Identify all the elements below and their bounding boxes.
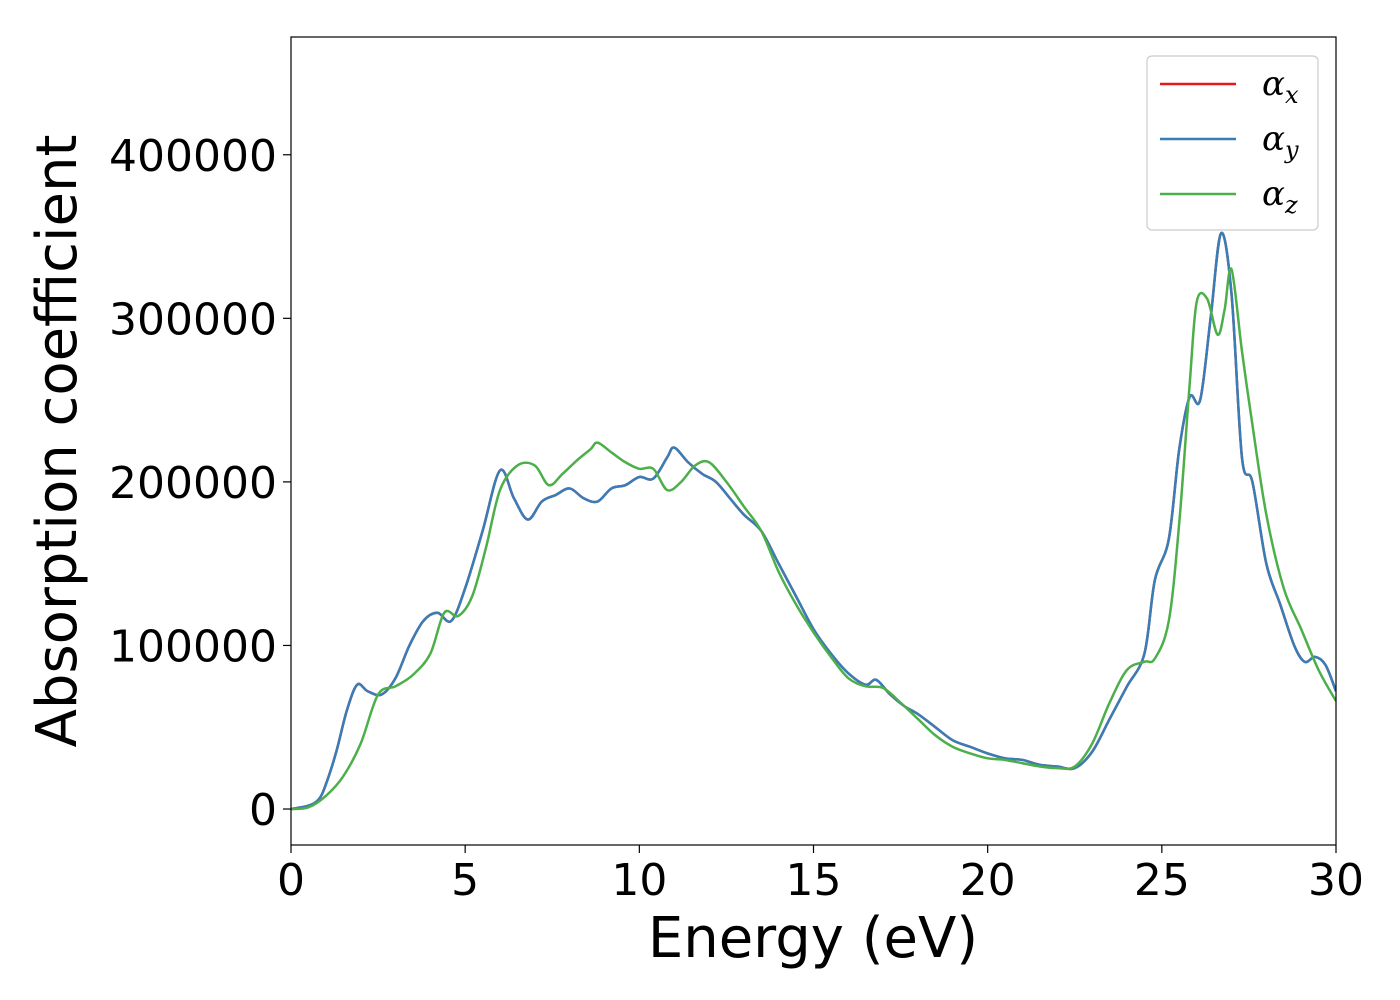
x-tick-label: 5: [451, 855, 479, 906]
y-tick-label: 300000: [109, 294, 277, 345]
legend-label-y: αy: [1262, 119, 1299, 164]
series-line-y: [291, 231, 1336, 811]
y-tick-label: 0: [249, 785, 277, 836]
x-axis-ticks: 0 5 10 15 20 25 30: [277, 845, 1364, 906]
x-tick-label: 30: [1308, 855, 1364, 906]
x-tick-label: 10: [611, 855, 667, 906]
x-tick-label: 0: [277, 855, 305, 906]
y-tick-label: 100000: [109, 621, 277, 672]
legend-label-base: α: [1262, 119, 1285, 159]
x-axis-title: Energy (eV): [648, 906, 978, 971]
legend-label-base: α: [1262, 174, 1285, 214]
legend-label-base: α: [1262, 64, 1285, 104]
series-line-z: [291, 267, 1336, 811]
x-tick-label: 20: [960, 855, 1016, 906]
y-axis-title: Absorption coefficient: [25, 135, 90, 748]
y-tick-label: 400000: [109, 131, 277, 182]
legend-label-z: αz: [1262, 174, 1298, 219]
y-axis-ticks: 0 100000 200000 300000 400000: [109, 131, 291, 836]
series-layer: [291, 231, 1336, 811]
x-tick-label: 25: [1134, 855, 1190, 906]
legend-label-sub: z: [1284, 191, 1298, 219]
legend-label-x: αx: [1262, 64, 1299, 109]
legend-box: [1146, 55, 1319, 231]
y-tick-label: 200000: [109, 458, 277, 509]
legend-label-sub: x: [1285, 81, 1299, 109]
x-tick-label: 15: [786, 855, 842, 906]
legend-label-sub: y: [1284, 136, 1299, 164]
